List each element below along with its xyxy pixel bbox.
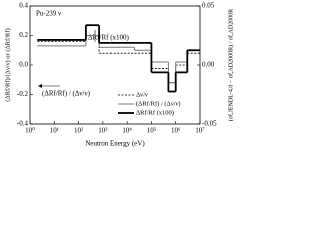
y-tick-label: 0.4 bbox=[19, 2, 28, 10]
annotation: (ΔRf/Rf) / (Δν/ν) bbox=[42, 90, 91, 98]
x-tick-label: 10⁵ bbox=[147, 127, 157, 135]
y2-tick-label: -0.05 bbox=[202, 120, 217, 128]
y-tick-label: -0.2 bbox=[17, 90, 29, 98]
chart-title: Pu-239 ν bbox=[36, 10, 61, 18]
y-tick-label: 0.0 bbox=[19, 61, 28, 69]
page: {"chart_data": {"type": "step", "title":… bbox=[0, 0, 237, 155]
arrow-head bbox=[38, 84, 42, 88]
x-tick-label: 10⁰ bbox=[25, 127, 35, 135]
y-tick-label: 0.2 bbox=[19, 31, 28, 39]
legend-label: (ΔRf/Rf) / (Δν/ν) bbox=[136, 100, 181, 107]
y-axis-label: (ΔRf/Rf)/(Δν/ν) or (ΔRf/Rf) bbox=[4, 28, 11, 101]
y2-axis-label: (σf,JENDL-4.0 − σf,AD2000R) / σf,AD2000R bbox=[227, 9, 234, 121]
legend-label: ΔRf/Rf (x100) bbox=[136, 109, 174, 116]
y-tick-label: -0.4 bbox=[17, 120, 29, 128]
y2-tick-label: 0.05 bbox=[202, 2, 215, 10]
x-tick-label: 10⁴ bbox=[122, 127, 132, 135]
x-tick-label: 10⁷ bbox=[195, 127, 205, 135]
x-tick-label: 10¹ bbox=[50, 127, 59, 135]
chart: Pu-239 ν Neutron Energy (eV) (ΔRf/Rf)/(Δ… bbox=[4, 2, 234, 148]
x-tick-label: 10⁶ bbox=[171, 127, 181, 135]
x-tick-label: 10² bbox=[74, 127, 83, 135]
annotation: ΔRf/Rf (x100) bbox=[88, 34, 130, 42]
legend-label: Δν/ν bbox=[136, 91, 148, 98]
y2-tick-label: 0.00 bbox=[202, 61, 215, 69]
x-axis-label: Neutron Energy (eV) bbox=[85, 140, 145, 148]
x-tick-label: 10³ bbox=[98, 127, 107, 135]
